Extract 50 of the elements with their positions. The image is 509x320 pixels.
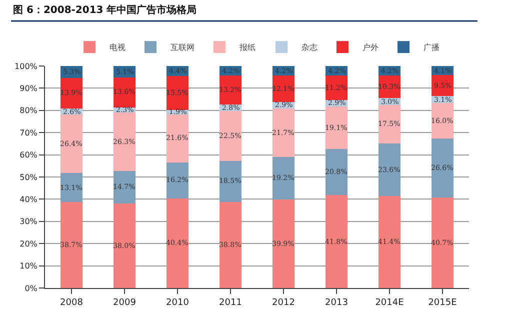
legend-label: 广播: [424, 43, 440, 52]
bar: [325, 149, 348, 196]
legend-label: 户外: [362, 43, 378, 52]
y-tick-label: 40%: [20, 195, 38, 204]
y-tick-label: 70%: [20, 128, 38, 138]
y-tick-label: 0%: [24, 284, 38, 293]
bar: [431, 138, 454, 198]
x-tick-label: 2013: [325, 298, 348, 308]
bar: [431, 103, 454, 139]
legend-label: 报纸: [238, 43, 256, 52]
bar: [325, 195, 348, 288]
bar: [219, 110, 242, 161]
bar: [113, 112, 136, 172]
bar: [325, 106, 348, 150]
x-tick-label: 2009: [113, 298, 136, 308]
y-tick-label: 20%: [20, 239, 38, 248]
bar: [60, 173, 83, 202]
bar: [60, 114, 83, 173]
legend-label: 电视: [110, 43, 126, 52]
x-tick-label: 2011: [219, 298, 242, 308]
y-tick-label: 100%: [14, 62, 38, 71]
bar: [272, 156, 295, 200]
bar: [60, 202, 83, 288]
bar: [219, 160, 242, 202]
bar: [219, 202, 242, 288]
bar: [378, 196, 401, 288]
x-tick-label: 2014E: [375, 298, 404, 308]
x-tick-label: 2015E: [428, 298, 458, 308]
bar: [272, 108, 295, 157]
bar: [166, 198, 189, 288]
y-tick-label: 60%: [20, 150, 38, 160]
bar: [113, 171, 136, 204]
bar: [166, 162, 189, 198]
bar: [378, 144, 401, 196]
y-tick-label: 90%: [20, 84, 38, 93]
x-tick-label: 2008: [60, 298, 84, 308]
y-tick-label: 10%: [20, 262, 38, 271]
bar: [272, 199, 295, 288]
y-tick-label: 80%: [20, 106, 38, 116]
legend-label: 杂志: [302, 43, 318, 52]
legend-label: 互联网: [170, 43, 194, 52]
bar: [113, 204, 136, 288]
chart-title: 图 6：2008-2013 年中国广告市场格局: [13, 4, 197, 16]
y-tick-label: 30%: [20, 217, 38, 226]
x-tick-label: 2010: [166, 298, 190, 308]
bar: [378, 104, 401, 144]
y-tick-label: 50%: [20, 172, 38, 182]
bar: [166, 114, 189, 162]
bar: [431, 198, 454, 288]
x-tick-label: 2012: [272, 298, 295, 308]
